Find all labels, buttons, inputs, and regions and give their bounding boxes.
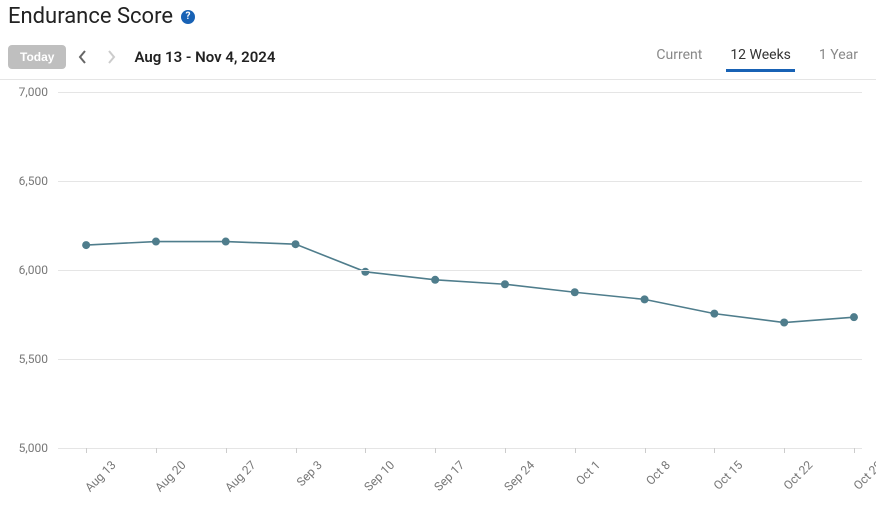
- chart-point[interactable]: [152, 238, 160, 246]
- chart-point[interactable]: [641, 295, 649, 303]
- chart-x-tick: [86, 448, 87, 453]
- chart-y-tick-label: 6,500: [19, 174, 54, 188]
- chevron-right-icon: [106, 50, 116, 64]
- chart-x-tick-label: Oct 8: [643, 458, 673, 488]
- chart-x-tick: [645, 448, 646, 453]
- chart-gridline: [58, 270, 862, 271]
- endurance-chart: 5,000 5,500 6,000 6,500 7,000 Aug 13 Aug 20 Aug…: [0, 80, 876, 500]
- date-range-label: Aug 13 - Nov 4, 2024: [134, 48, 275, 66]
- chart-line: [86, 242, 854, 323]
- today-button[interactable]: Today: [8, 45, 66, 69]
- chart-gridline: [58, 359, 862, 360]
- chart-y-tick-label: 5,500: [19, 352, 54, 366]
- chart-x-tick: [226, 448, 227, 453]
- chevron-left-icon: [78, 50, 88, 64]
- chart-x-tick-label: Sep 24: [501, 458, 537, 494]
- chart-x-tick: [575, 448, 576, 453]
- chart-x-tick-label: Aug 13: [82, 458, 118, 494]
- toolbar: Today Aug 13 - Nov 4, 2024 Current 12 Wee…: [0, 37, 876, 80]
- chart-point[interactable]: [222, 238, 230, 246]
- chart-y-tick-label: 5,000: [19, 441, 54, 455]
- chart-gridline: [58, 92, 862, 93]
- chart-x-tick-label: Oct 22: [781, 458, 816, 493]
- chart-x-tick-label: Aug 27: [222, 458, 258, 494]
- chart-point[interactable]: [431, 276, 439, 284]
- chart-x-tick-label: Oct 29: [851, 458, 876, 493]
- chart-point[interactable]: [850, 313, 858, 321]
- chart-x-tick: [365, 448, 366, 453]
- range-tabs: Current 12 Weeks 1 Year: [654, 43, 868, 71]
- chart-gridline: [58, 448, 862, 449]
- chart-point[interactable]: [292, 240, 300, 248]
- chart-x-tick-label: Oct 15: [711, 458, 746, 493]
- chart-x-tick-label: Sep 10: [362, 458, 398, 494]
- chart-point[interactable]: [82, 241, 90, 249]
- chart-x-tick: [714, 448, 715, 453]
- tab-12weeks[interactable]: 12 Weeks: [728, 43, 793, 71]
- chart-point[interactable]: [361, 268, 369, 276]
- chart-point[interactable]: [501, 280, 509, 288]
- chart-x-tick-label: Aug 20: [152, 458, 188, 494]
- chart-x-tick-label: Oct 1: [573, 458, 603, 488]
- info-icon[interactable]: ?: [181, 10, 195, 24]
- chart-x-tick: [435, 448, 436, 453]
- chart-x-tick: [156, 448, 157, 453]
- chart-x-tick: [505, 448, 506, 453]
- next-arrow[interactable]: [100, 46, 122, 68]
- chart-x-tick-label: Sep 17: [432, 458, 468, 494]
- chart-y-tick-label: 6,000: [19, 263, 54, 277]
- prev-arrow[interactable]: [72, 46, 94, 68]
- chart-x-tick: [784, 448, 785, 453]
- tab-1year[interactable]: 1 Year: [817, 43, 860, 71]
- chart-x-tick-label: Sep 3: [293, 458, 324, 489]
- chart-point[interactable]: [780, 319, 788, 327]
- tab-current[interactable]: Current: [654, 43, 704, 71]
- chart-x-tick: [854, 448, 855, 453]
- chart-point[interactable]: [571, 288, 579, 296]
- chart-y-tick-label: 7,000: [19, 85, 54, 99]
- chart-gridline: [58, 181, 862, 182]
- page-title: Endurance Score: [8, 4, 173, 29]
- chart-point[interactable]: [710, 310, 718, 318]
- chart-x-tick: [296, 448, 297, 453]
